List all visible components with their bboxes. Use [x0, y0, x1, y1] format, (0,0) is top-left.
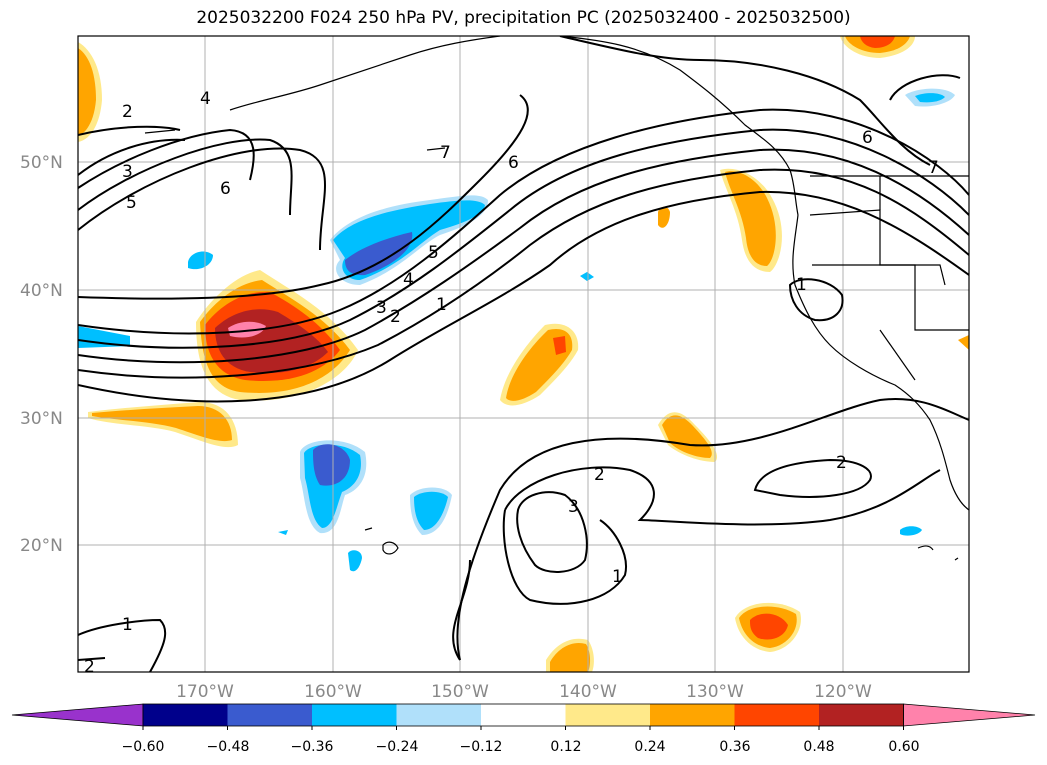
lon-label-160w: 160°W [304, 682, 362, 702]
colorbar-segment [565, 704, 651, 726]
contour-label: 1 [436, 295, 447, 315]
colorbar-segment [396, 704, 482, 726]
colorbar-extend-max [903, 703, 1036, 727]
colorbar-tick-label: 0.36 [719, 739, 750, 755]
coastlines [144, 36, 969, 561]
contour-label: 2 [122, 102, 133, 122]
contour-label: 3 [568, 497, 579, 517]
contour-label: 5 [126, 193, 137, 213]
colorbar [11, 703, 1036, 730]
colorbar-tick-label: −0.36 [291, 739, 334, 755]
colorbar-tick-label: −0.60 [122, 739, 165, 755]
lon-label-140w: 140°W [559, 682, 617, 702]
colorbar-tick-label: 0.48 [803, 739, 834, 755]
lon-label-150w: 150°W [431, 682, 489, 702]
contour-label: 2 [84, 657, 95, 677]
contour-label: 6 [862, 128, 873, 148]
lon-label-170w: 170°W [176, 682, 234, 702]
colorbar-frame [142, 703, 904, 727]
contour-label: 1 [122, 615, 133, 635]
colorbar-tick-label: −0.24 [376, 739, 419, 755]
contour-label: 6 [508, 153, 519, 173]
lat-label-50n: 50°N [20, 153, 63, 173]
map-area: 2 4 3 5 6 7 6 5 4 3 2 1 6 7 1 2 3 2 1 2 … [78, 36, 969, 677]
lat-label-30n: 30°N [20, 409, 63, 429]
colorbar-segment [819, 704, 904, 726]
contour-label: 2 [390, 307, 401, 327]
contour-label: 4 [200, 89, 211, 109]
contour-label: 4 [403, 270, 414, 290]
colorbar-segment [312, 704, 397, 726]
lat-label-20n: 20°N [20, 536, 63, 556]
map-title: 2025032200 F024 250 hPa PV, precipitatio… [196, 8, 851, 28]
lon-label-130w: 130°W [686, 682, 744, 702]
grid-lines [78, 36, 969, 672]
colorbar-tick-label: 0.60 [888, 739, 919, 755]
colorbar-segment [227, 704, 313, 726]
colorbar-tick-label: −0.12 [460, 739, 503, 755]
contour-label: 3 [376, 298, 387, 318]
longitude-labels: 170°W 160°W 150°W 140°W 130°W 120°W [176, 682, 872, 702]
colorbar-segment [481, 704, 566, 726]
contour-label: 1 [612, 567, 623, 587]
colorbar-segment [650, 704, 735, 726]
colorbar-tick-labels: −0.60 −0.48 −0.36 −0.24 −0.12 0.12 0.24 … [122, 739, 920, 755]
colorbar-extend-min [11, 703, 144, 727]
colorbar-tick-label: 0.24 [634, 739, 665, 755]
map-frame [77, 35, 970, 673]
contour-label: 7 [928, 158, 939, 178]
contour-labels: 2 4 3 5 6 7 6 5 4 3 2 1 6 7 1 2 3 2 1 2 … [84, 89, 939, 677]
contour-label: 2 [594, 465, 605, 485]
colorbar-tick-label: −0.48 [207, 739, 250, 755]
lon-label-120w: 120°W [814, 682, 872, 702]
colorbar-segment [734, 704, 820, 726]
contour-label: 2 [836, 453, 847, 473]
contour-label: 5 [428, 243, 439, 263]
pv-contours [78, 36, 969, 672]
lat-label-40n: 40°N [20, 281, 63, 301]
contour-label: 1 [796, 275, 807, 295]
contour-label: 3 [122, 162, 133, 182]
contour-label: 6 [220, 179, 231, 199]
latitude-labels: 50°N 40°N 30°N 20°N [20, 153, 63, 556]
colorbar-tick-label: 0.12 [550, 739, 581, 755]
colorbar-segment [143, 704, 228, 726]
contour-label: 7 [440, 143, 451, 163]
